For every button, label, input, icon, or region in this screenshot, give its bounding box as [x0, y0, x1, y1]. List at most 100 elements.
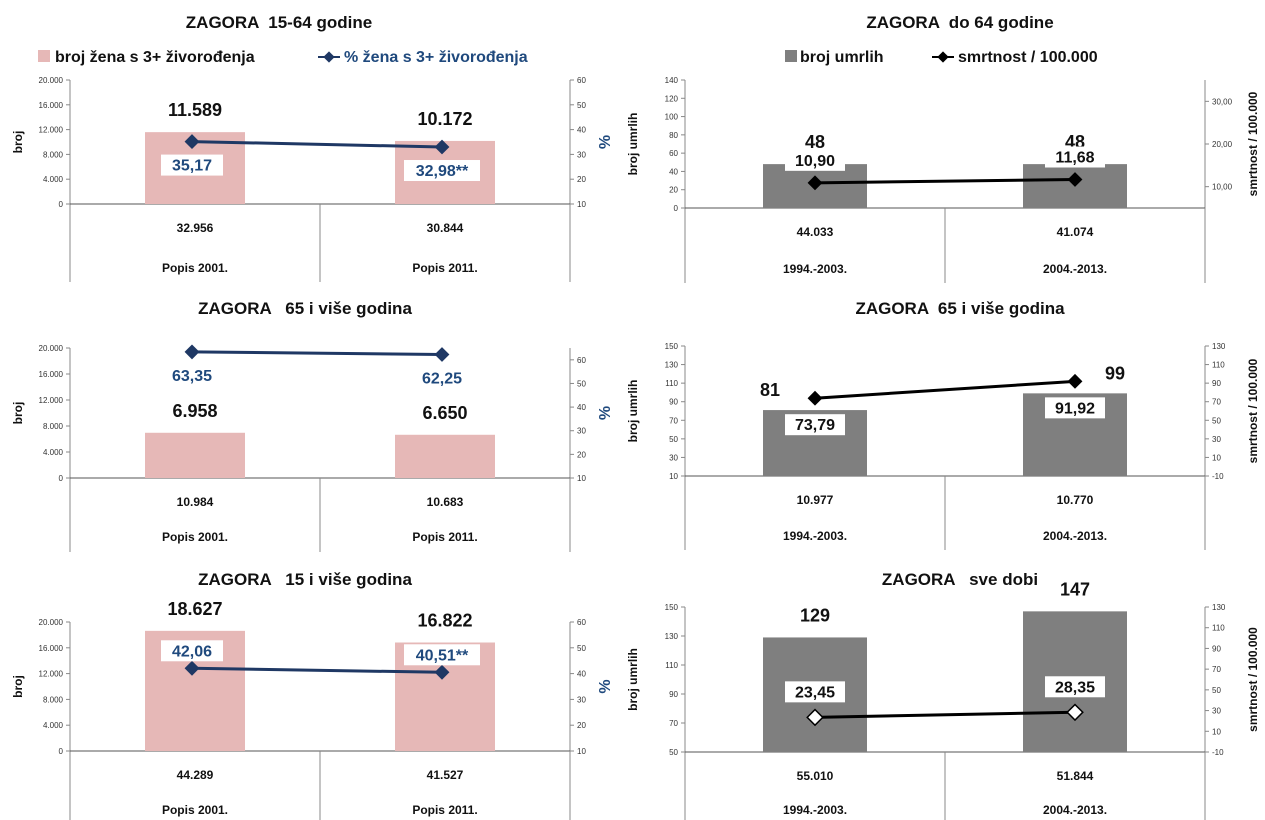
line-label-box: [161, 154, 223, 176]
y-tick-label: 20.000: [39, 618, 64, 627]
line-label-box: [411, 367, 473, 389]
legend-left-line-label: % žena s 3+ živorođenja: [344, 49, 528, 66]
y-tick-label: 50: [669, 748, 678, 757]
category-label: Popis 2011.: [412, 261, 477, 275]
y-tick-label: 110: [665, 379, 678, 388]
line-label-box: [1045, 146, 1105, 168]
y-tick-label: 130: [665, 361, 679, 370]
category-value: 44.289: [177, 768, 214, 782]
category-label: 2004.-2013.: [1043, 529, 1107, 543]
y-tick-label: 4.000: [43, 721, 64, 730]
series-line: [814, 177, 1076, 185]
line-label-box: [785, 681, 845, 703]
line-value-label: 62,25: [422, 371, 462, 388]
y-tick-label: 90: [669, 398, 678, 407]
y2-tick-label: 50: [577, 101, 586, 110]
category-value: 41.527: [427, 768, 464, 782]
y-tick-label: 60: [669, 149, 678, 158]
y-tick-label: 16.000: [39, 644, 64, 653]
line-marker: [1066, 703, 1084, 722]
legend-navy-marker: [323, 51, 335, 63]
bar-value-label: 81: [760, 380, 780, 400]
line-marker: [807, 390, 823, 406]
category-label: Popis 2011.: [412, 803, 477, 817]
y-tick-label: 20: [669, 186, 678, 195]
legend-black-marker: [937, 51, 949, 63]
line-value-label: 42,06: [172, 643, 212, 660]
category-label: 1994.-2003.: [783, 529, 847, 543]
y2-axis-title: %: [597, 406, 614, 420]
y2-tick-label: 130: [1212, 342, 1226, 351]
y-axis-title: broj umrlih: [626, 648, 640, 711]
y2-tick-label: 130: [1212, 603, 1226, 612]
line-label-box: [1045, 397, 1105, 419]
line-label-box: [404, 644, 480, 666]
line-value-label: 23,45: [795, 684, 835, 701]
chart-title-right3: ZAGORA sve dobi: [882, 570, 1038, 589]
chart-title-right2: ZAGORA 65 i više godina: [855, 299, 1065, 318]
y-tick-label: 8.000: [43, 150, 64, 159]
line-marker: [434, 139, 450, 155]
charts-layer: 0 4.000 8.000 12.000 16.000 20.000 10 20 30 40 50 6…: [11, 76, 1260, 820]
y-axis-title: broj umrlih: [626, 113, 640, 176]
series-line: [814, 379, 1076, 400]
y-tick-label: 20.000: [39, 344, 64, 353]
legend-left: broj žena s 3+ živorođenja % žena s 3+ ž…: [38, 49, 528, 66]
line-value-label: 35,17: [172, 158, 212, 175]
y2-tick-label: 40: [577, 670, 586, 679]
line-value-label: 11,68: [1055, 149, 1094, 166]
y2-tick-label: 10: [1212, 727, 1221, 736]
y-tick-label: 12.000: [39, 670, 64, 679]
y2-tick-label: 30: [577, 695, 586, 704]
y-tick-label: 130: [665, 632, 679, 641]
category-label: Popis 2001.: [162, 530, 228, 544]
y2-tick-label: 50: [577, 379, 586, 388]
line-marker: [1067, 373, 1083, 389]
legend-right: broj umrlih smrtnost / 100.000: [785, 49, 1098, 66]
category-label: Popis 2001.: [162, 803, 228, 817]
y-tick-label: 0: [59, 474, 64, 483]
legend-pink-swatch: [38, 50, 50, 62]
line-label-box: [785, 414, 845, 436]
y2-tick-label: 10: [577, 747, 586, 756]
y2-tick-label: 90: [1212, 644, 1221, 653]
series-line: [191, 666, 443, 674]
y2-tick-label: 90: [1212, 379, 1221, 388]
y2-axis-title: %: [597, 679, 614, 693]
y2-tick-label: 10: [577, 474, 586, 483]
y2-tick-label: 50: [1212, 686, 1221, 695]
bar-value-label: 6.650: [422, 403, 467, 423]
line-value-label: 73,79: [795, 417, 835, 434]
line-value-label: 40,51**: [416, 647, 469, 664]
y-tick-label: 12.000: [39, 126, 64, 135]
y2-tick-label: 60: [577, 618, 586, 627]
legend-right-bar-label: broj umrlih: [800, 49, 884, 66]
chart-title-left3: ZAGORA 15 i više godina: [198, 570, 412, 589]
y-tick-label: 150: [665, 342, 679, 351]
y2-tick-label: 30: [577, 427, 586, 436]
y-axis-title: broj: [11, 131, 25, 154]
y2-tick-label: 60: [577, 76, 586, 85]
y2-tick-label: 10: [577, 200, 586, 209]
y-tick-label: 10: [669, 472, 678, 481]
y-axis-title: broj: [11, 675, 25, 698]
y-tick-label: 80: [669, 131, 678, 140]
chart-title-left1: ZAGORA 15-64 godine: [186, 13, 372, 32]
bar-value-label: 10.172: [417, 109, 472, 129]
y2-axis-title: smrtnost / 100.000: [1246, 627, 1260, 732]
category-value: 30.844: [427, 221, 464, 235]
line-value-label: 28,35: [1055, 679, 1095, 696]
line-value-label: 10,90: [795, 153, 835, 170]
line-label-box: [1045, 676, 1105, 698]
y2-tick-label: 50: [1212, 416, 1221, 425]
legend-left-bar-label: broj žena s 3+ živorođenja: [55, 49, 255, 66]
y-tick-label: 40: [669, 167, 678, 176]
chart-title-left2: ZAGORA 65 i više godina: [198, 299, 412, 318]
line-value-label: 91,92: [1055, 400, 1095, 417]
bar: [145, 432, 245, 478]
legend-gray-swatch: [785, 50, 797, 62]
bar-value-label: 16.822: [417, 610, 472, 630]
y2-tick-label: 70: [1212, 398, 1221, 407]
y-tick-label: 110: [665, 661, 678, 670]
y2-axis-title: smrtnost / 100.000: [1246, 91, 1260, 196]
